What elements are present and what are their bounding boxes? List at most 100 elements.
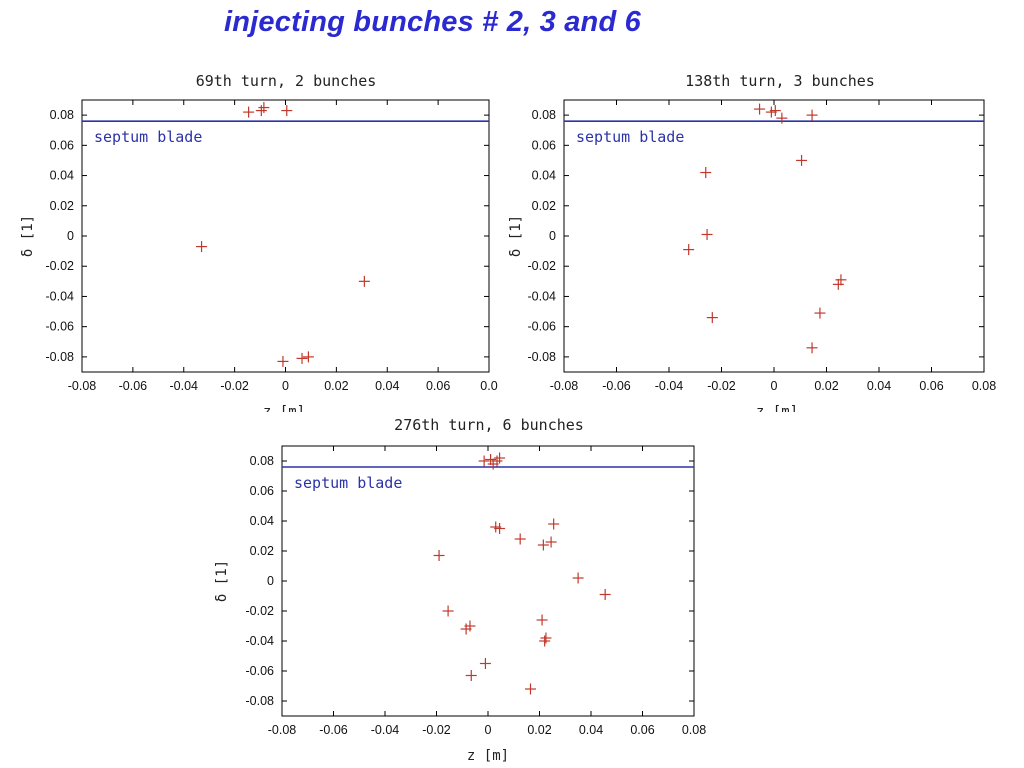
y-axis-label: δ [1]	[214, 560, 230, 602]
x-tick-label: -0.06	[319, 723, 348, 737]
x-tick-label: 0.02	[814, 379, 838, 393]
plot-276th-turn: 276th turn, 6 bunches -0.08 -0.06 -0.04 -0.0…	[204, 412, 714, 768]
data-point	[358, 275, 370, 287]
chart-title: 276th turn, 6 bunches	[394, 416, 584, 434]
x-tick-label: -0.04	[371, 723, 400, 737]
data-point	[776, 112, 788, 124]
data-point	[537, 539, 549, 551]
data-point	[196, 241, 208, 253]
y-tick-label: 0.08	[532, 108, 556, 122]
y-tick-label: 0	[549, 229, 556, 243]
data-point	[485, 454, 497, 465]
data-point	[479, 658, 491, 669]
x-tick-label: -0.08	[68, 379, 97, 393]
x-axis-label: z [m]	[756, 404, 798, 412]
data-point	[536, 614, 548, 626]
x-tick-label: 0	[282, 379, 289, 393]
data-point	[258, 102, 270, 114]
data-point	[494, 523, 506, 534]
data-point	[706, 312, 718, 324]
x-tick-label: 0.06	[426, 379, 450, 393]
data-point	[545, 536, 557, 548]
data-point	[539, 635, 551, 647]
y-tick-label: 0.02	[532, 199, 556, 213]
chart-title: 138th turn, 3 bunches	[685, 72, 875, 90]
data-point	[524, 683, 536, 695]
data-point	[302, 351, 314, 363]
y-tick-label: -0.08	[528, 350, 557, 364]
x-axis-label: z [m]	[467, 748, 509, 764]
data-point	[540, 632, 552, 644]
x-tick-label: 0.02	[527, 723, 551, 737]
data-point	[548, 518, 560, 530]
y-tick-label: 0	[267, 574, 274, 588]
y-tick-label: 0.04	[50, 169, 74, 183]
septum-blade-label: septum blade	[576, 128, 684, 146]
data-point	[255, 105, 267, 117]
data-point	[806, 342, 818, 354]
y-tick-label: 0.08	[250, 454, 274, 468]
data-point	[754, 103, 766, 115]
x-tick-label: -0.04	[655, 379, 684, 393]
plot-138th-turn: 138th turn, 3 bunches -0.08 -0.06 -0.04 -0.0…	[500, 66, 1010, 412]
y-tick-label: -0.04	[46, 289, 75, 303]
x-tick-label: 0.08	[682, 723, 706, 737]
x-tick-label: -0.08	[550, 379, 579, 393]
y-tick-label: 0.06	[532, 138, 556, 152]
x-tick-label: -0.08	[268, 723, 297, 737]
x-tick-label: -0.02	[220, 379, 249, 393]
x-tick-label: 0.06	[919, 379, 943, 393]
x-tick-label: 0.06	[630, 723, 654, 737]
data-point	[478, 455, 490, 467]
data-point	[814, 307, 826, 319]
data-point	[701, 228, 713, 240]
y-tick-label: -0.06	[246, 664, 275, 678]
y-tick-label: 0.06	[50, 138, 74, 152]
x-tick-label: 0.04	[579, 723, 603, 737]
data-point	[599, 589, 611, 600]
data-point	[572, 572, 584, 584]
x-tick-label: -0.02	[707, 379, 736, 393]
x-tick-label: 0.0	[480, 379, 497, 393]
y-axis-label: δ [1]	[20, 215, 36, 257]
x-tick-label: 0.04	[375, 379, 399, 393]
y-tick-label: 0	[67, 229, 74, 243]
data-point	[769, 105, 781, 117]
data-point	[243, 106, 255, 118]
septum-blade-label: septum blade	[294, 474, 402, 492]
y-tick-label: 0.02	[250, 544, 274, 558]
x-axis-label: z [m]	[263, 404, 305, 412]
y-tick-label: -0.08	[246, 694, 275, 708]
data-point	[806, 109, 818, 121]
x-tick-label: 0.02	[324, 379, 348, 393]
y-tick-label: -0.06	[46, 320, 75, 334]
x-tick-label: 0	[485, 723, 492, 737]
x-tick-label: 0.04	[867, 379, 891, 393]
y-tick-label: 0.06	[250, 484, 274, 498]
data-point	[296, 352, 308, 364]
y-tick-label: 0.04	[532, 169, 556, 183]
y-tick-label: -0.08	[46, 350, 75, 364]
y-tick-label: 0.08	[50, 108, 74, 122]
data-point	[832, 278, 844, 290]
y-tick-label: -0.06	[528, 320, 557, 334]
y-axis-label: δ [1]	[508, 215, 524, 257]
y-tick-label: -0.04	[528, 289, 557, 303]
y-tick-label: -0.02	[46, 259, 75, 273]
slide-title: injecting bunches # 2, 3 and 6	[224, 6, 641, 38]
y-tick-label: -0.04	[246, 634, 275, 648]
data-point	[491, 455, 503, 467]
data-point	[281, 105, 293, 117]
x-tick-label: -0.06	[119, 379, 148, 393]
data-point	[494, 452, 506, 464]
y-tick-label: 0.04	[250, 514, 274, 528]
x-tick-label: -0.06	[602, 379, 631, 393]
data-point	[700, 167, 712, 179]
septum-blade-label: septum blade	[94, 128, 202, 146]
data-point	[683, 244, 695, 256]
data-point	[277, 355, 289, 367]
data-point	[465, 670, 477, 681]
data-point	[464, 620, 476, 632]
y-tick-label: -0.02	[528, 259, 557, 273]
x-tick-label: -0.04	[170, 379, 199, 393]
